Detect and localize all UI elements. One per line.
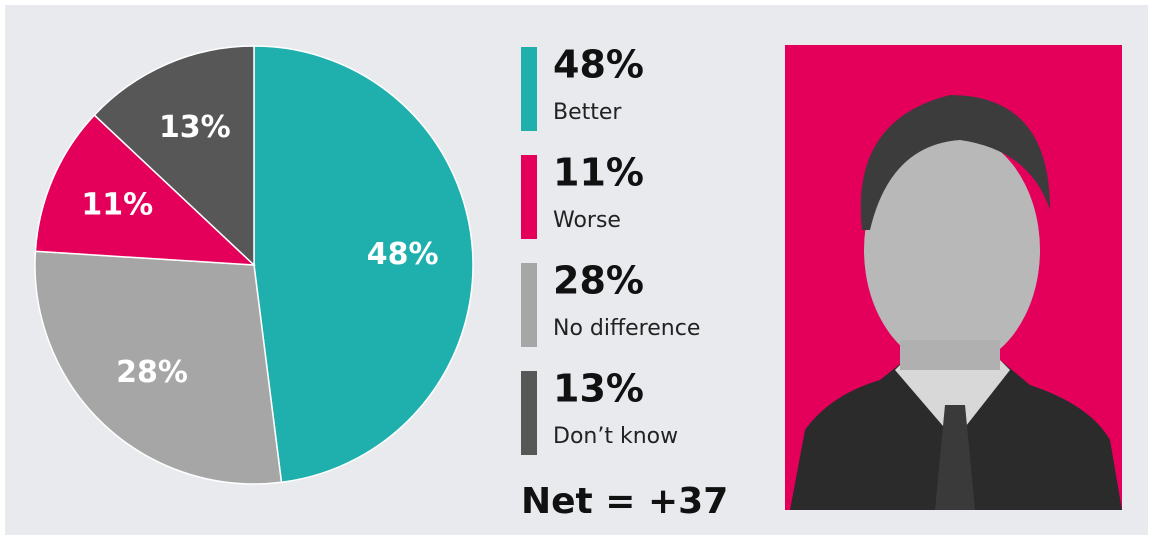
- legend-label: Better: [553, 100, 622, 125]
- net-annotation: Net = +37: [521, 481, 728, 522]
- portrait: [785, 45, 1122, 510]
- legend-swatch: [521, 155, 537, 239]
- pie: 48% 28% 11% 13%: [35, 46, 473, 484]
- legend-label: No difference: [553, 316, 700, 341]
- legend-label: Worse: [553, 208, 621, 233]
- slice-label: 11%: [81, 187, 153, 222]
- legend-value: 11%: [553, 151, 644, 195]
- slice-label: 13%: [159, 110, 231, 145]
- legend-value: 48%: [553, 43, 644, 87]
- legend-swatch: [521, 47, 537, 131]
- legend-label: Don’t know: [553, 424, 678, 449]
- slice-label: 28%: [116, 355, 188, 390]
- legend-swatch: [521, 263, 537, 347]
- chart: 48% 28% 11% 13% 48% Better 11% Worse 28% No diff…: [0, 0, 1153, 540]
- legend-value: 13%: [553, 367, 644, 411]
- legend-value: 28%: [553, 259, 644, 303]
- page: {"chart_data": {"type": "pie", "categori…: [0, 0, 1153, 544]
- slice-label: 48%: [367, 237, 439, 272]
- legend-swatch: [521, 371, 537, 455]
- portrait-neck: [900, 340, 1000, 370]
